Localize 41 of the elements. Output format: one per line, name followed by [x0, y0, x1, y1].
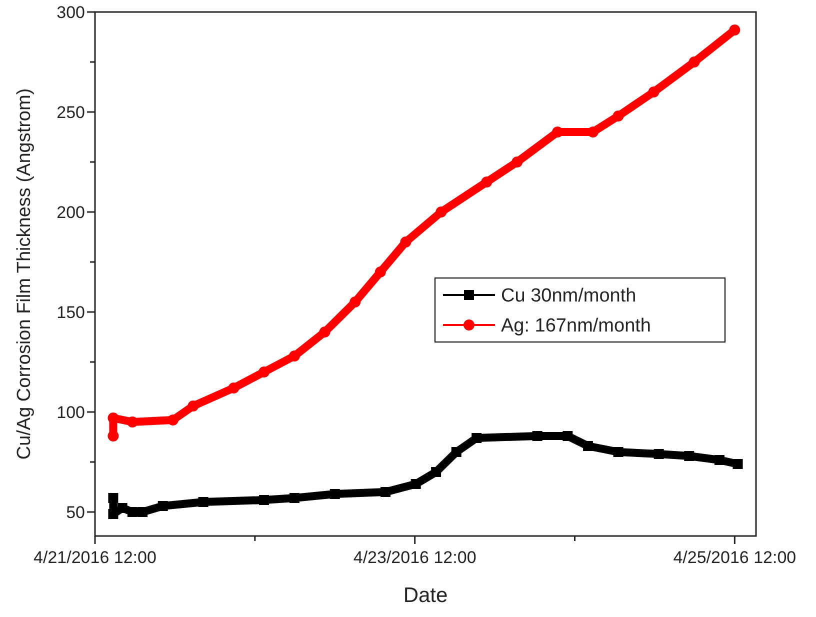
- point: [319, 326, 330, 338]
- point: [228, 382, 240, 394]
- legend-label: Cu 30nm/month: [501, 286, 636, 307]
- point: [167, 414, 178, 426]
- point: [582, 441, 593, 451]
- y-tick-label: 100: [56, 402, 85, 422]
- point: [108, 509, 118, 519]
- point: [481, 176, 492, 188]
- point: [451, 447, 462, 457]
- y-tick-label: 50: [66, 502, 85, 522]
- legend-label: Ag: 167nm/month: [501, 316, 651, 337]
- y-tick-label: 250: [56, 102, 85, 122]
- x-tick-label: 4/23/2016 12:00: [353, 548, 476, 567]
- x-axis-title: Date: [403, 584, 448, 607]
- y-axis-title: Cu/Ag Corrosion Film Thickness (Angstrom): [14, 88, 35, 460]
- point: [350, 296, 361, 308]
- point: [729, 24, 740, 36]
- point: [612, 110, 624, 122]
- point: [648, 86, 660, 98]
- point: [108, 493, 118, 503]
- point: [436, 206, 447, 218]
- point: [400, 236, 412, 248]
- point: [126, 416, 138, 428]
- y-tick-label: 150: [56, 302, 85, 322]
- point: [108, 412, 119, 424]
- point: [562, 431, 573, 441]
- point: [472, 433, 482, 443]
- x-tick-label: 4/25/2016 12:00: [673, 548, 796, 567]
- point: [688, 56, 700, 68]
- point: [288, 350, 300, 362]
- point: [374, 266, 386, 278]
- point: [188, 400, 199, 412]
- x-tick-label: 4/21/2016 12:00: [34, 548, 156, 567]
- point: [258, 366, 270, 378]
- point: [732, 459, 743, 469]
- point: [431, 467, 442, 477]
- y-tick-label: 300: [56, 2, 85, 22]
- point: [108, 430, 119, 442]
- y-tick-label: 200: [56, 202, 85, 222]
- point: [512, 156, 523, 168]
- point: [410, 479, 421, 489]
